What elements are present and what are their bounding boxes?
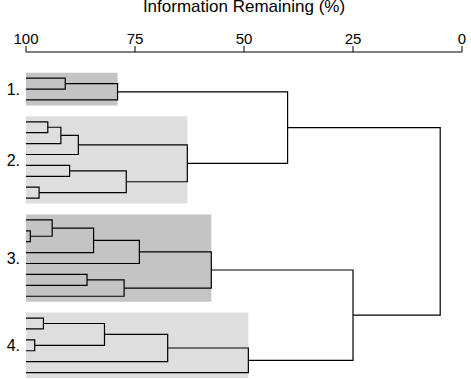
svg-text:Information Remaining (%): Information Remaining (%) (143, 0, 345, 16)
svg-text:75: 75 (127, 30, 144, 47)
svg-text:100: 100 (13, 30, 38, 47)
svg-text:0: 0 (458, 30, 463, 47)
svg-text:50: 50 (236, 30, 253, 47)
svg-text:2.: 2. (8, 152, 20, 169)
svg-text:3.: 3. (8, 250, 20, 267)
svg-text:4.: 4. (8, 337, 20, 354)
svg-text:25: 25 (345, 30, 362, 47)
svg-text:1.: 1. (8, 81, 20, 98)
